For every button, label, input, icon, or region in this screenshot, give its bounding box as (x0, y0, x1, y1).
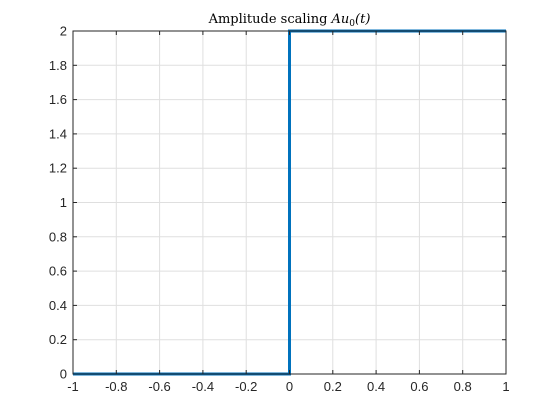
chart-title-math-sub: 0 (349, 19, 355, 29)
x-tick-label: 1 (502, 379, 509, 394)
x-tick-label: -0.6 (148, 379, 170, 394)
y-tick-label: 0.2 (49, 332, 67, 347)
x-tick-label: 0.8 (454, 379, 472, 394)
y-tick-label: 1.6 (49, 92, 67, 107)
y-tick-label: 1.8 (49, 58, 67, 73)
y-tick-labels: 0 0.2 0.4 0.6 0.8 1 1.2 1.4 1.6 1.8 2 (49, 24, 67, 382)
y-tick-label: 0.4 (49, 298, 67, 313)
x-tick-label: 0.6 (410, 379, 428, 394)
chart-title-math-a: A (331, 12, 341, 27)
y-tick-label: 0 (60, 367, 67, 382)
chart-title: Amplitude scaling Au0(t) (208, 12, 371, 29)
x-tick-label: 0.2 (324, 379, 342, 394)
chart-title-math-u: u (341, 12, 349, 27)
y-tick-label: 0.6 (49, 264, 67, 279)
chart-title-text: Amplitude scaling (208, 12, 332, 27)
x-tick-label: -0.2 (235, 379, 257, 394)
x-tick-label: -1 (67, 379, 79, 394)
y-tick-label: 1 (60, 195, 67, 210)
y-tick-label: 0.8 (49, 229, 67, 244)
ticks (72, 30, 507, 375)
x-tick-label: 0.4 (367, 379, 385, 394)
chart-title-math-arg: (t) (355, 12, 370, 27)
x-tick-labels: -1 -0.8 -0.6 -0.4 -0.2 0 0.2 0.4 0.6 0.8 1 (67, 379, 509, 394)
x-tick-label: 0 (286, 379, 293, 394)
y-tick-label: 1.4 (49, 126, 67, 141)
x-tick-label: -0.4 (192, 379, 214, 394)
x-tick-label: -0.8 (105, 379, 127, 394)
y-tick-label: 1.2 (49, 161, 67, 176)
y-tick-label: 2 (60, 24, 67, 39)
